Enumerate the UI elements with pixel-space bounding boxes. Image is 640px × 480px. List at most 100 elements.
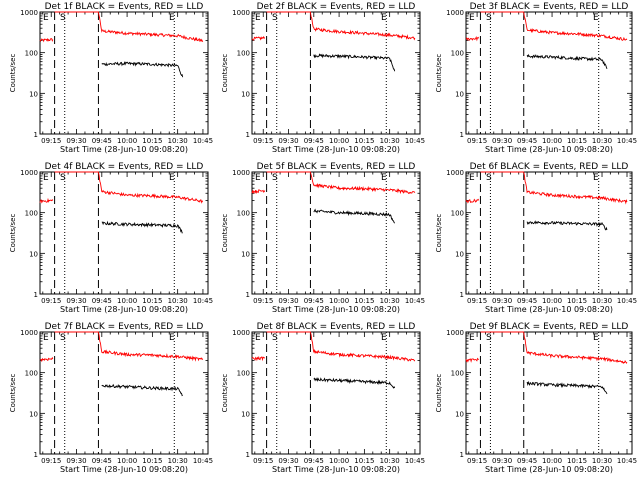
annotation-marker: S xyxy=(486,333,492,343)
x-tick-label: 09:30 xyxy=(492,457,512,465)
annotation-marker: E xyxy=(381,13,387,23)
annotation-marker: E xyxy=(255,333,261,343)
y-axis-label: Counts/sec xyxy=(9,214,17,253)
x-tick-label: 09:15 xyxy=(467,457,487,465)
y-tick-label: 1000 xyxy=(232,329,250,337)
y-tick-label: 1 xyxy=(246,131,250,139)
chart-title: Det 9f BLACK = Events, RED = LLD xyxy=(470,322,629,332)
annotation-marker: E xyxy=(381,333,387,343)
series-line-lld xyxy=(266,171,416,195)
annotation-marker: E xyxy=(255,173,261,183)
chart-panel-1: Det 1f BLACK = Events, RED = LLD 1 10 100 10… xyxy=(9,2,213,154)
y-tick-label: 1000 xyxy=(20,9,38,17)
x-tick-label: 10:00 xyxy=(329,137,349,145)
y-tick-label: 10 xyxy=(241,410,250,418)
y-tick-label: 10 xyxy=(29,250,38,258)
annotation-marker: E xyxy=(593,333,599,343)
series-line-events xyxy=(526,53,608,69)
x-tick-label: 09:15 xyxy=(467,137,487,145)
x-tick-label: 10:45 xyxy=(617,297,637,305)
plot-frame xyxy=(465,11,633,135)
plot-frame xyxy=(251,171,421,295)
x-axis-label: Start Time (28-Jun-10 09:08:20) xyxy=(272,305,400,314)
x-tick-label: 09:30 xyxy=(492,297,512,305)
x-tick-label: 09:15 xyxy=(253,137,273,145)
x-tick-label: 10:45 xyxy=(193,137,213,145)
x-axis-label: Start Time (28-Jun-10 09:08:20) xyxy=(485,145,613,154)
y-tick-label: 10 xyxy=(241,250,250,258)
series-line-events xyxy=(313,376,396,389)
annotation-marker: S xyxy=(486,173,492,183)
plot-frame xyxy=(251,331,421,455)
chart-title: Det 6f BLACK = Events, RED = LLD xyxy=(470,162,629,172)
y-tick-label: 1000 xyxy=(20,169,38,177)
x-axis-label: Start Time (28-Jun-10 09:08:20) xyxy=(485,305,613,314)
y-tick-label: 1 xyxy=(34,291,38,299)
series-line-lld xyxy=(251,355,265,362)
annotation-marker: E xyxy=(43,173,49,183)
plot-frame xyxy=(39,331,209,455)
annotation-marker: S xyxy=(60,333,66,343)
y-tick-label: 100 xyxy=(25,210,38,218)
annotation-marker: E xyxy=(469,173,475,183)
annotation-marker: S xyxy=(60,173,66,183)
x-tick-label: 09:45 xyxy=(517,297,537,305)
x-tick-label: 10:00 xyxy=(542,297,562,305)
x-tick-label: 09:15 xyxy=(41,137,61,145)
x-tick-label: 09:45 xyxy=(92,457,112,465)
y-tick-label: 1000 xyxy=(446,329,464,337)
series-line-lld xyxy=(39,197,54,204)
chart-panel-3: Det 3f BLACK = Events, RED = LLD 1 10 100 10… xyxy=(435,2,637,154)
x-tick-label: 10:15 xyxy=(567,297,587,305)
annotation-marker: E xyxy=(593,173,599,183)
annotation-marker: E xyxy=(255,13,261,23)
series-line-events xyxy=(101,220,183,234)
series-line-lld xyxy=(480,171,628,205)
x-tick-label: 10:15 xyxy=(354,297,374,305)
x-tick-label: 10:45 xyxy=(617,457,637,465)
x-tick-label: 10:30 xyxy=(168,297,188,305)
x-tick-label: 10:45 xyxy=(193,297,213,305)
series-line-lld xyxy=(466,36,480,42)
series-line-lld xyxy=(465,198,480,204)
y-axis-label: Counts/sec xyxy=(9,54,17,93)
y-tick-label: 100 xyxy=(25,370,38,378)
plot-frame xyxy=(465,331,633,455)
x-tick-label: 09:45 xyxy=(517,457,537,465)
x-tick-label: 09:30 xyxy=(492,137,512,145)
series-line-lld xyxy=(39,356,54,363)
x-tick-label: 10:00 xyxy=(542,457,562,465)
chart-panel-5: Det 5f BLACK = Events, RED = LLD 1 10 100 10… xyxy=(221,162,425,314)
y-axis-label: Counts/sec xyxy=(435,214,443,253)
y-tick-label: 1 xyxy=(34,451,38,459)
x-tick-label: 10:30 xyxy=(592,137,612,145)
y-tick-label: 1000 xyxy=(446,9,464,17)
x-tick-label: 09:45 xyxy=(92,297,112,305)
x-tick-label: 10:30 xyxy=(168,137,188,145)
series-line-events xyxy=(313,53,396,72)
x-axis-label: Start Time (28-Jun-10 09:08:20) xyxy=(272,145,400,154)
x-tick-label: 09:15 xyxy=(253,457,273,465)
x-tick-label: 10:15 xyxy=(567,137,587,145)
annotation-marker: E xyxy=(43,13,49,23)
x-tick-label: 10:45 xyxy=(405,297,425,305)
series-line-events xyxy=(101,383,183,397)
chart-panel-6: Det 6f BLACK = Events, RED = LLD 1 10 100 10… xyxy=(435,162,637,314)
chart-panel-9: Det 9f BLACK = Events, RED = LLD 1 10 100 10… xyxy=(435,322,637,474)
x-tick-label: 10:30 xyxy=(168,457,188,465)
x-tick-label: 10:15 xyxy=(142,457,162,465)
annotation-marker: S xyxy=(60,13,66,23)
x-tick-label: 10:30 xyxy=(380,297,400,305)
x-tick-label: 10:30 xyxy=(592,457,612,465)
series-line-events xyxy=(313,208,396,224)
series-line-lld xyxy=(54,331,204,362)
plot-frame xyxy=(39,171,209,295)
chart-panel-4: Det 4f BLACK = Events, RED = LLD 1 10 100 10… xyxy=(9,162,213,314)
series-line-lld xyxy=(266,331,416,362)
series-line-events xyxy=(526,380,608,395)
x-tick-label: 10:00 xyxy=(117,137,137,145)
series-line-lld xyxy=(54,11,204,43)
y-tick-label: 100 xyxy=(451,210,464,218)
y-tick-label: 1000 xyxy=(232,169,250,177)
